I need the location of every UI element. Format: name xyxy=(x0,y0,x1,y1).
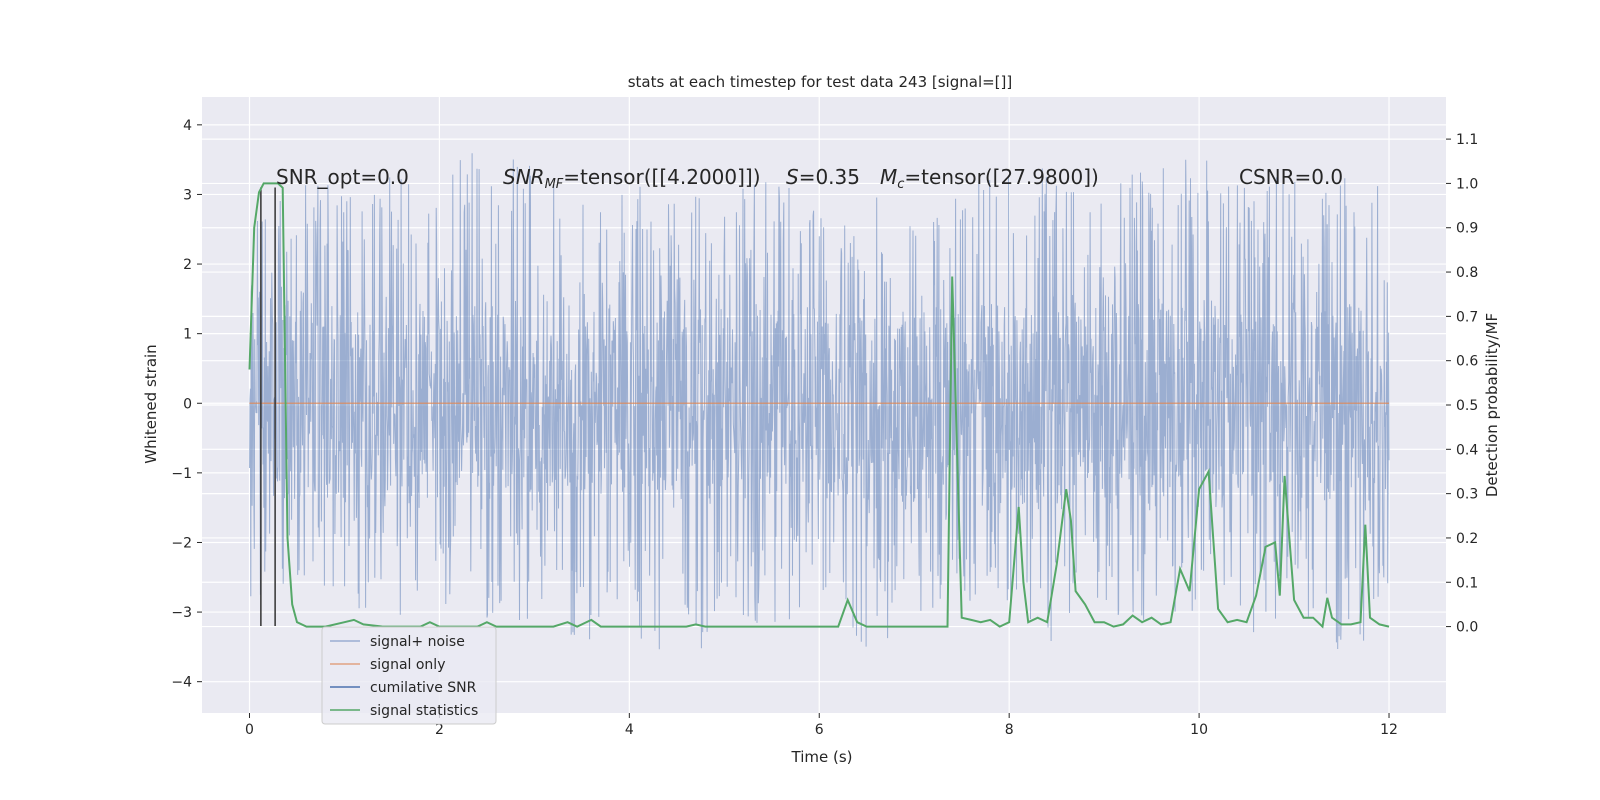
y-right-tick-label: 0.9 xyxy=(1456,221,1478,237)
mc-label: M xyxy=(880,165,897,189)
y-tick-label: 3 xyxy=(183,187,192,203)
snr-mf-annotation: SNRMF=tensor([[4.2000]]) xyxy=(503,165,761,192)
chart-title: stats at each timestep for test data 243… xyxy=(628,73,1013,91)
y-right-tick-label: 0.2 xyxy=(1456,531,1478,547)
y-right-tick-label: 0.4 xyxy=(1456,442,1478,458)
y-axis-right-ticks: 0.0 0.1 0.2 0.3 0.4 0.5 0.6 0.7 0.8 0.9 1.0 1.1 xyxy=(1446,132,1478,636)
y-tick-label: 1 xyxy=(183,327,192,343)
y-tick-label: 4 xyxy=(183,118,192,134)
y-right-tick-label: 0.5 xyxy=(1456,398,1478,414)
s-value: =0.35 xyxy=(799,165,860,189)
y-tick-label: −3 xyxy=(171,605,192,621)
y-tick-label: −2 xyxy=(171,535,192,551)
signal-noise-line xyxy=(249,153,1390,650)
legend-label-signal-only: signal only xyxy=(370,657,445,673)
mc-annotation: Mc=tensor([27.9800]) xyxy=(880,165,1099,192)
y-right-tick-label: 0.7 xyxy=(1456,309,1478,325)
x-tick-label: 10 xyxy=(1190,722,1208,738)
s-label: S xyxy=(786,165,799,189)
legend-box xyxy=(321,626,497,725)
x-tick-label: 12 xyxy=(1380,722,1398,738)
y-tick-label: −4 xyxy=(171,675,192,691)
y-tick-label: 0 xyxy=(183,396,192,412)
y-right-tick-label: 1.0 xyxy=(1456,176,1478,192)
snr-mf-sub: MF xyxy=(545,177,564,192)
y-axis-label: Whitened strain xyxy=(142,344,160,463)
signal-noise-series xyxy=(249,153,1390,650)
y-right-tick-label: 0.6 xyxy=(1456,354,1478,370)
s-annotation: S=0.35 xyxy=(786,165,860,189)
y-right-tick-label: 1.1 xyxy=(1456,132,1478,148)
x-tick-label: 0 xyxy=(245,722,254,738)
y-right-tick-label: 0.8 xyxy=(1456,265,1478,281)
mc-value: =tensor([27.9800]) xyxy=(904,165,1098,189)
legend-label-signal-noise: signal+ noise xyxy=(370,634,465,650)
legend-label-cumulative-snr: cumilative SNR xyxy=(370,680,477,696)
csnr-annotation: CSNR=0.0 xyxy=(1239,165,1343,189)
y-tick-label: −1 xyxy=(171,466,192,482)
snr-opt-annotation: SNR_opt=0.0 xyxy=(276,165,409,189)
y-axis-ticks: −4 −3 −2 −1 0 1 2 3 4 xyxy=(171,118,202,691)
legend: signal+ noise signal only cumilative SNR… xyxy=(321,626,497,725)
x-tick-label: 4 xyxy=(625,722,634,738)
x-axis-label: Time (s) xyxy=(791,748,853,766)
y-axis-right-label: Detection probability/MF xyxy=(1483,313,1501,497)
y-right-tick-label: 0.0 xyxy=(1456,620,1478,636)
y-tick-label: 2 xyxy=(183,257,192,273)
y-right-tick-label: 0.3 xyxy=(1456,487,1478,503)
mc-sub: c xyxy=(897,177,904,192)
legend-label-signal-statistics: signal statistics xyxy=(370,703,478,719)
cumulative-snr-series xyxy=(260,187,276,626)
x-tick-label: 8 xyxy=(1005,722,1014,738)
annotations: SNR_opt=0.0 SNRMF=tensor([[4.2000]]) S=0… xyxy=(276,165,1343,192)
x-tick-label: 2 xyxy=(435,722,444,738)
y-right-tick-label: 0.1 xyxy=(1456,575,1478,591)
snr-mf-value: =tensor([[4.2000]]) xyxy=(563,165,760,189)
x-axis-ticks: 0 2 4 6 8 10 12 xyxy=(245,713,1398,738)
snr-mf-prefix: SNR xyxy=(503,165,545,189)
x-tick-label: 6 xyxy=(815,722,824,738)
